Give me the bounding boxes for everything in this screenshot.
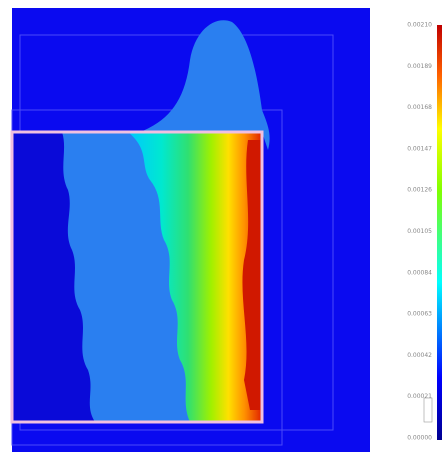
colorbar-tick-label: 0.00105 <box>407 228 432 235</box>
colorbar-tick-label: 0.00021 <box>407 393 432 400</box>
colorbar-ticks: 0.00210 0.00189 0.00168 0.00147 0.00126 0.001… <box>407 22 432 442</box>
plate-border <box>10 130 264 424</box>
low-region <box>12 132 95 422</box>
colorbar-tick-label: 0.00126 <box>407 187 432 194</box>
colorbar-tick-label: 0.00189 <box>407 63 432 70</box>
colorbar-tick-label: 0.00210 <box>407 22 432 29</box>
colorbar-tick-label: 0.00063 <box>407 311 432 318</box>
colorbar-tick-label: 0.00000 <box>407 435 432 442</box>
hot-region <box>242 140 262 410</box>
colorbar <box>437 25 442 440</box>
plume <box>140 20 270 150</box>
colorbar-tick-label: 0.00147 <box>407 145 432 152</box>
gradient-region <box>128 132 262 422</box>
marker-box <box>423 397 433 423</box>
colorbar-tick-label: 0.00042 <box>407 352 432 359</box>
plot <box>10 8 370 452</box>
colorbar-tick-label: 0.00168 <box>407 104 432 111</box>
colorbar-tick-label: 0.00084 <box>407 269 432 276</box>
